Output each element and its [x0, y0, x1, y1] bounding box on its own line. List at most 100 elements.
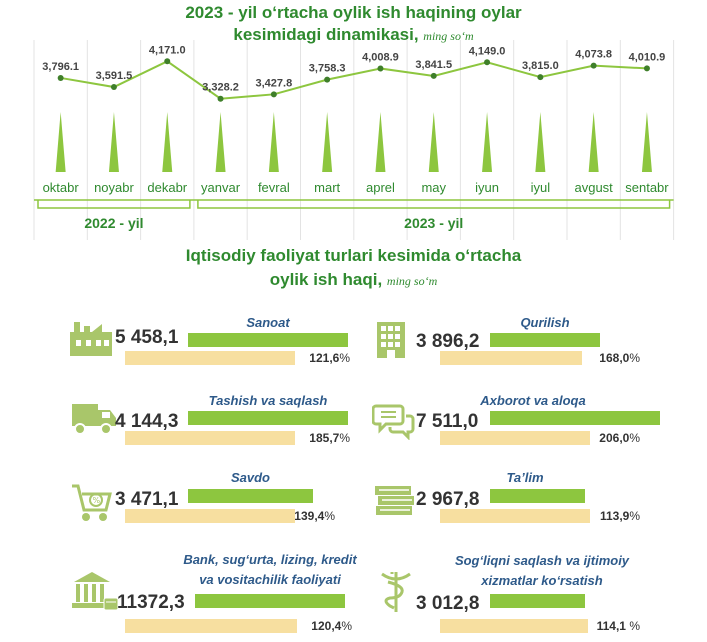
industry-pct-bar	[440, 509, 590, 523]
line-chart: 3,796.1 oktabr 3,591.5 noyabr 4,171.0 dekabr 3…	[0, 40, 707, 245]
category-label: fevral	[258, 180, 290, 195]
data-point	[644, 65, 650, 71]
category-label: sentabr	[625, 180, 669, 195]
medical-icon	[378, 568, 414, 619]
industry-bar	[490, 489, 585, 503]
category-label: may	[421, 180, 446, 195]
spike-mark	[269, 112, 279, 172]
factory-icon	[68, 318, 114, 363]
data-label: 3,841.5	[415, 59, 452, 71]
spike-mark	[322, 112, 332, 172]
industry-value: 3 012,8	[416, 593, 479, 615]
data-point	[377, 65, 383, 71]
chat-icon	[372, 400, 416, 445]
industry-pct: 185,7%	[300, 431, 350, 445]
industry-value: 4 144,3	[115, 411, 178, 433]
industries-title-line2: oylik ish haqi, ming so‘m	[0, 270, 707, 290]
industry-value: 11372,3	[117, 592, 185, 614]
bank-icon	[70, 570, 120, 617]
spike-mark	[589, 112, 599, 172]
data-label: 3,591.5	[96, 70, 133, 82]
category-label: oktabr	[43, 180, 80, 195]
industry-bar	[490, 411, 660, 425]
industry-pct-bar	[440, 351, 582, 365]
industry-bar	[490, 333, 600, 347]
industry-pct: 121,6%	[300, 351, 350, 365]
data-label: 3,427.8	[255, 77, 292, 89]
spike-mark	[429, 112, 439, 172]
data-point	[218, 96, 224, 102]
industry-label: Sog‘liqni saqlash va ijtimoiy	[432, 553, 652, 569]
industry-value: 7 511,0	[416, 411, 478, 433]
industry-pct-bar	[440, 619, 588, 633]
spike-mark	[56, 112, 66, 172]
industries-unit: ming so‘m	[387, 274, 437, 288]
data-label: 4,171.0	[149, 44, 186, 56]
industry-label: xizmatlar ko‘rsatish	[432, 573, 652, 589]
industry-pct: 114,1 %	[585, 619, 640, 633]
data-point	[164, 58, 170, 64]
spike-mark	[482, 112, 492, 172]
group-bracket	[198, 200, 670, 208]
industry-bar	[188, 489, 313, 503]
industry-value: 5 458,1	[115, 327, 178, 349]
data-point	[431, 73, 437, 79]
data-label: 4,008.9	[362, 51, 399, 63]
spike-mark	[162, 112, 172, 172]
industry-bar	[195, 594, 345, 608]
industry-pct-bar	[125, 509, 295, 523]
industry-label: va vositachilik faoliyati	[170, 572, 370, 588]
industry-pct: 120,4%	[297, 619, 352, 633]
industry-label: Axborot va aloqa	[468, 393, 598, 409]
category-label: iyul	[531, 180, 551, 195]
data-label: 4,010.9	[629, 51, 666, 63]
industry-value: 3 471,1	[115, 489, 178, 511]
industry-label: Qurilish	[490, 315, 600, 331]
industry-value: 2 967,8	[416, 489, 479, 511]
svg-text:%: %	[93, 496, 101, 505]
category-label: yanvar	[201, 180, 241, 195]
data-label: 3,815.0	[522, 60, 559, 72]
building-icon	[373, 320, 409, 365]
industry-label: Savdo	[188, 470, 313, 486]
group-bracket	[38, 200, 190, 208]
industries-title-line1: Iqtisodiy faoliyat turlari kesimida o‘rt…	[0, 246, 707, 266]
industry-pct: 168,0%	[585, 351, 640, 365]
spike-mark	[642, 112, 652, 172]
data-label: 4,073.8	[575, 49, 612, 61]
data-point	[537, 74, 543, 80]
spike-mark	[216, 112, 226, 172]
cart-icon: %	[70, 482, 114, 529]
data-point	[58, 75, 64, 81]
data-point	[271, 91, 277, 97]
spike-mark	[109, 112, 119, 172]
data-label: 3,796.1	[42, 61, 79, 73]
spike-mark	[375, 112, 385, 172]
chart-title-line1: 2023 - yil o‘rtacha oylik ish haqining o…	[0, 2, 707, 24]
books-icon	[372, 482, 418, 523]
truck-icon	[70, 400, 118, 441]
category-label: aprel	[366, 180, 395, 195]
group-label: 2023 - yil	[404, 215, 463, 231]
spike-mark	[535, 112, 545, 172]
data-label: 4,149.0	[469, 45, 506, 57]
industry-pct: 206,0%	[585, 431, 640, 445]
data-point	[324, 77, 330, 83]
industry-bar	[188, 411, 348, 425]
data-point	[111, 84, 117, 90]
data-point	[591, 63, 597, 69]
category-label: iyun	[475, 180, 499, 195]
industry-pct: 113,9%	[585, 509, 640, 523]
industry-bar	[490, 594, 585, 608]
industry-pct-bar	[125, 431, 295, 445]
industry-pct-bar	[125, 351, 295, 365]
industry-label: Sanoat	[188, 315, 348, 331]
industry-bar	[188, 333, 348, 347]
industry-value: 3 896,2	[416, 331, 479, 353]
industry-label: Bank, sug‘urta, lizing, kredit	[170, 552, 370, 568]
category-label: avgust	[574, 180, 613, 195]
data-point	[484, 59, 490, 65]
data-label: 3,328.2	[202, 82, 239, 94]
industry-label: Ta’lim	[470, 470, 580, 486]
group-label: 2022 - yil	[84, 215, 143, 231]
